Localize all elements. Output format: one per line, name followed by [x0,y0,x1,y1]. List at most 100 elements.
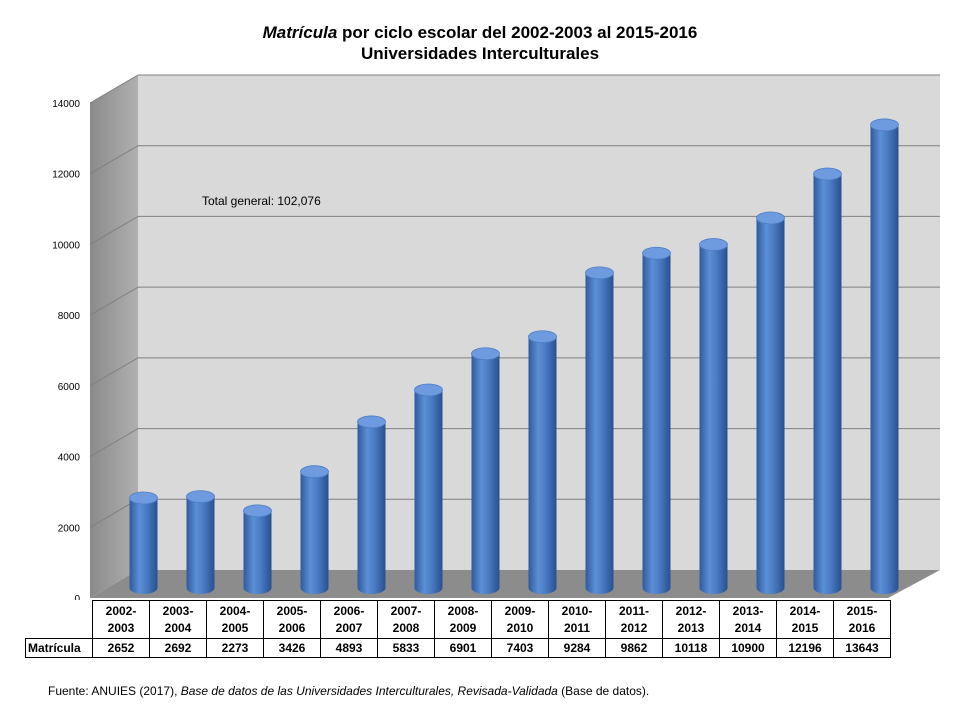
back-wall [138,75,940,570]
x-tick-line: 2013- [732,603,764,618]
x-tick-line: 2011- [618,603,650,618]
total-annotation: Total general: 102,076 [202,194,321,208]
bar-top [699,238,728,251]
x-tick-label: 2006- 2007 [320,600,378,639]
bar-top [870,118,899,132]
gridline-side [89,145,139,175]
gridline-side [89,428,139,458]
x-tick-line: 2004 [164,620,192,635]
bar-body [699,244,728,595]
x-tick-line: 2003 [107,620,135,635]
x-tick-line: 2015 [791,620,819,635]
bar-body [585,272,614,594]
y-tick-label: 6000 [58,382,81,393]
x-tick-line: 2008- [447,603,479,618]
bar-body [300,471,329,594]
x-tick-line: 2012 [620,620,648,635]
data-label: 7403 [491,638,549,658]
x-tick-label: 2002- 2003 [92,600,150,639]
bar [870,118,899,594]
x-tick-label: 2010- 2011 [548,600,606,639]
bar [813,167,842,595]
y-tick-label: 12000 [52,170,80,181]
data-label: 10118 [662,638,720,658]
y-tick-label: 4000 [58,453,81,464]
source-title: Base de datos de las Universidades Inter… [180,684,558,698]
bar-top [300,465,329,479]
y-tick-label: 14000 [52,99,80,110]
bar [186,490,215,594]
bar [300,465,329,594]
bar-body [471,353,500,594]
x-tick-line: 2015- [846,603,878,618]
x-tick-line: 2002- [105,603,137,618]
side-wall [90,75,138,598]
data-label: 9862 [605,638,663,658]
data-label: 6901 [434,638,492,658]
x-tick-line: 2005 [221,620,249,635]
x-tick-line: 2016 [848,620,876,635]
bar-body [642,253,671,594]
gridline-side [89,286,139,316]
bar-top [129,491,158,505]
title-italic: Matrícula [262,23,338,42]
bar [585,266,614,594]
gridline-side [89,74,139,104]
x-tick-line: 2007- [390,603,422,618]
x-tick-line: 2007 [335,620,363,635]
bar-top [471,347,500,361]
x-tick-label: 2008- 2009 [434,600,492,639]
y-tick-label: 8000 [58,311,81,322]
x-tick-line: 2003- [162,603,194,618]
bar-body [870,124,899,594]
x-tick-line: 2008 [392,620,420,635]
bar [756,211,785,594]
y-tick-label: 2000 [58,523,81,534]
data-label: 5833 [377,638,435,658]
data-label: 10900 [719,638,777,658]
x-tick-line: 2004- [219,603,251,618]
bar-top [642,246,671,260]
x-tick-line: 2009 [449,620,477,635]
bar-body [357,421,386,594]
data-label: 2652 [92,638,150,658]
data-table: 2002- 2003 2003- 2004 2004- 2005 2005- 2006 2006… [25,600,891,658]
bar-top [528,330,557,344]
bar [129,491,158,594]
bar-body [186,496,215,594]
bar [642,246,671,594]
table-corner [26,601,93,639]
bar-body [129,497,158,594]
table-row-label: Matrícula [25,638,93,658]
bar-top [186,490,215,504]
x-tick-line: 2005- [276,603,308,618]
x-tick-label: 2014- 2015 [776,600,834,639]
title-line1: por ciclo escolar del 2002-2003 al 2015-… [337,23,698,42]
x-tick-line: 2006 [278,620,306,635]
data-label: 12196 [776,638,834,658]
x-tick-line: 2013 [677,620,705,635]
source-note: Fuente: ANUIES (2017), Base de datos de … [48,684,649,698]
gridline-side [89,357,139,387]
x-tick-label: 2009- 2010 [491,600,549,639]
x-tick-label: 2003- 2004 [149,600,207,639]
x-tick-line: 2012- [675,603,707,618]
bar-top [414,383,443,397]
x-tick-label: 2005- 2006 [263,600,321,639]
gridline-side [89,215,139,245]
title-line2: Universidades Interculturales [360,44,600,63]
bar-top [357,415,386,429]
bar-body [243,510,272,594]
x-tick-label: 2007- 2008 [377,600,435,639]
y-tick-label: 10000 [52,240,80,251]
x-tick-line: 2010 [506,620,534,635]
data-label: 9284 [548,638,606,658]
bar [699,238,728,595]
bar-body [414,390,443,594]
data-label: 4893 [320,638,378,658]
x-tick-label: 2011- 2012 [605,600,663,639]
data-label: 3426 [263,638,321,658]
x-tick-line: 2011 [563,620,591,635]
bar [414,383,443,594]
bar [471,347,500,594]
